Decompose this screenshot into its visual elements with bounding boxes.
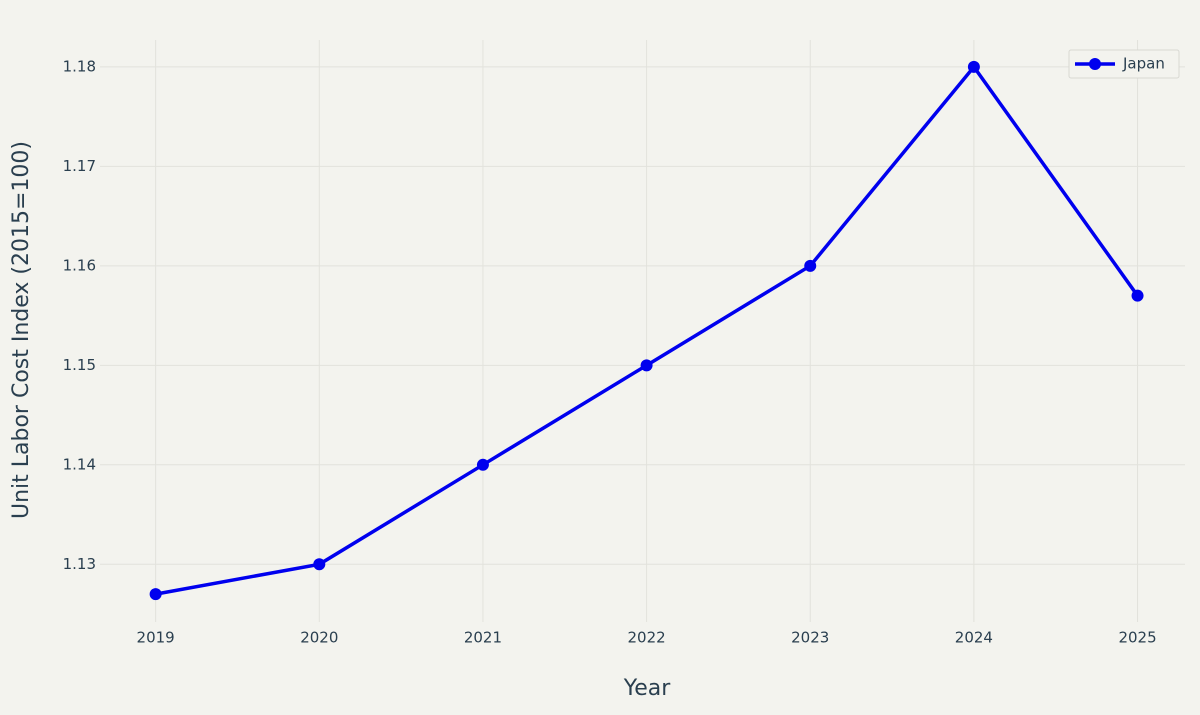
legend-label: Japan bbox=[1122, 55, 1165, 73]
x-tick-label: 2024 bbox=[955, 629, 993, 647]
x-tick-label: 2020 bbox=[300, 629, 338, 647]
data-point bbox=[476, 458, 489, 471]
data-point bbox=[1131, 289, 1144, 302]
y-tick-label: 1.15 bbox=[63, 356, 96, 374]
data-point bbox=[313, 558, 326, 571]
x-axis-title: Year bbox=[623, 676, 672, 701]
x-tick-label: 2019 bbox=[137, 629, 175, 647]
data-point bbox=[640, 359, 653, 372]
x-tick-label: 2025 bbox=[1118, 629, 1156, 647]
y-tick-label: 1.13 bbox=[63, 555, 96, 573]
y-tick-label: 1.18 bbox=[63, 57, 96, 75]
x-tick-label: 2021 bbox=[464, 629, 502, 647]
legend-marker bbox=[1089, 58, 1101, 70]
data-point bbox=[967, 60, 980, 73]
x-tick-label: 2023 bbox=[791, 629, 829, 647]
y-tick-label: 1.17 bbox=[63, 157, 96, 175]
y-tick-label: 1.14 bbox=[63, 455, 96, 473]
y-tick-label: 1.16 bbox=[63, 256, 96, 274]
legend-box bbox=[1068, 49, 1180, 79]
data-point bbox=[804, 259, 817, 272]
x-tick-label: 2022 bbox=[627, 629, 665, 647]
y-axis-title: Unit Labor Cost Index (2015=100) bbox=[9, 141, 34, 519]
data-point bbox=[149, 588, 162, 601]
